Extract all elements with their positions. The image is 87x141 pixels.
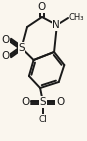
- Text: O: O: [1, 35, 9, 45]
- Text: O: O: [56, 97, 64, 107]
- Text: S: S: [40, 97, 46, 107]
- Text: O: O: [22, 97, 30, 107]
- Text: O: O: [38, 2, 46, 12]
- Text: CH₃: CH₃: [69, 13, 84, 21]
- Text: S: S: [18, 43, 25, 53]
- Text: N: N: [52, 20, 60, 30]
- Text: Cl: Cl: [38, 114, 47, 124]
- Text: O: O: [1, 51, 9, 61]
